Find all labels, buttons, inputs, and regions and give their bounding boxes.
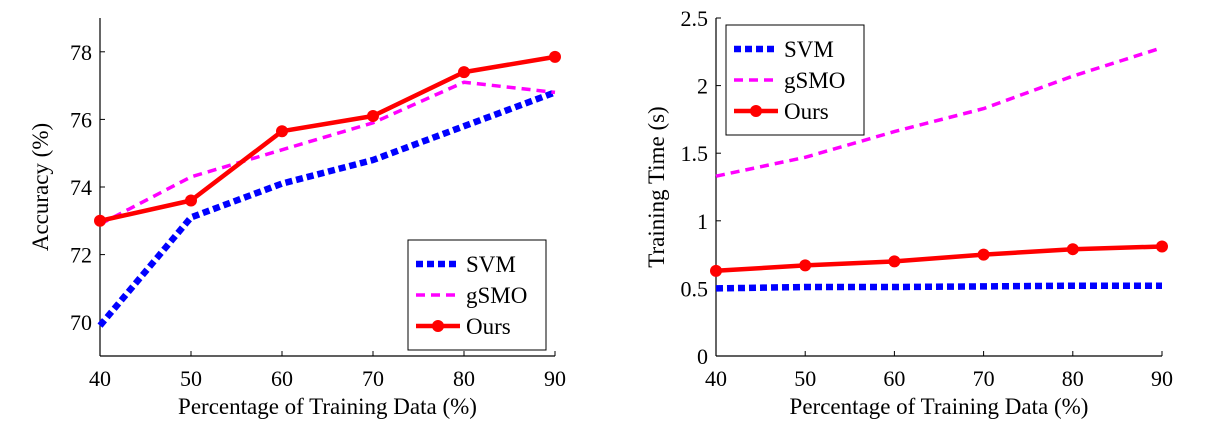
x-tick-label: 40 <box>705 366 727 391</box>
data-point-ours <box>1156 240 1168 253</box>
chart-2: 40 50 60 70 80 90 0 0.5 1 1.5 2 2.5 Percentage of Tr… <box>644 6 1173 419</box>
y-axis-label: Training Time (s) <box>644 106 669 267</box>
x-tick-label: 70 <box>973 366 995 391</box>
y-tick-label: 1.5 <box>681 141 709 166</box>
legend-marker <box>750 105 762 117</box>
y-tick-label: 74 <box>70 175 92 200</box>
series-line-gsmo <box>715 46 1163 178</box>
data-point-ours <box>276 125 288 138</box>
legend-label-ours: Ours <box>466 314 511 339</box>
data-point-ours <box>458 66 470 79</box>
y-axis-label: Accuracy (%) <box>28 123 53 251</box>
y-tick-label: 72 <box>70 243 92 268</box>
y-tick-label: 76 <box>70 107 92 132</box>
y-tick-label: 70 <box>70 310 92 335</box>
chart-1: 40 50 60 70 80 90 70 72 74 76 78 Percentage of Trai… <box>28 18 566 419</box>
series-line-ours <box>99 54 556 223</box>
x-tick-label: 60 <box>271 366 293 391</box>
x-tick-label: 80 <box>1062 366 1084 391</box>
data-point-ours <box>94 214 106 227</box>
data-point-ours <box>977 248 990 261</box>
data-point-ours <box>367 110 379 123</box>
x-tick-label: 50 <box>794 366 816 391</box>
x-tick-label: 40 <box>89 366 111 391</box>
y-tick-label: 0 <box>697 344 708 369</box>
y-tick-label: 78 <box>70 40 92 65</box>
legend-label-svm: SVM <box>784 37 834 62</box>
x-tick-label: 90 <box>544 366 566 391</box>
x-tick-label: 90 <box>1151 366 1173 391</box>
y-tick-label: 1 <box>697 209 708 234</box>
legend-label-ours: Ours <box>784 99 829 124</box>
legend-marker <box>432 320 444 332</box>
data-point-ours <box>1066 243 1079 256</box>
legend-label-gsmo: gSMO <box>784 68 845 93</box>
data-point-ours <box>799 259 812 272</box>
data-point-ours <box>185 194 197 207</box>
y-tick-label: 0.5 <box>681 276 709 301</box>
y-tick-label: 2.5 <box>681 6 709 31</box>
legend-label-svm: SVM <box>466 252 516 277</box>
data-point-ours <box>888 255 901 268</box>
data-point-ours <box>710 264 722 277</box>
data-point-ours <box>549 50 561 63</box>
x-tick-label: 70 <box>362 366 384 391</box>
series-line-svm <box>97 89 557 328</box>
series-line-ours <box>715 244 1163 274</box>
series-line-gsmo <box>99 80 556 226</box>
x-axis-label: Percentage of Training Data (%) <box>790 394 1089 419</box>
y-tick-label: 2 <box>697 74 708 99</box>
legend-label-gsmo: gSMO <box>466 283 527 308</box>
x-tick-label: 60 <box>883 366 905 391</box>
x-tick-label: 80 <box>453 366 475 391</box>
x-tick-label: 50 <box>180 366 202 391</box>
x-axis-label: Percentage of Training Data (%) <box>178 394 477 419</box>
series-line-svm <box>715 282 1162 292</box>
